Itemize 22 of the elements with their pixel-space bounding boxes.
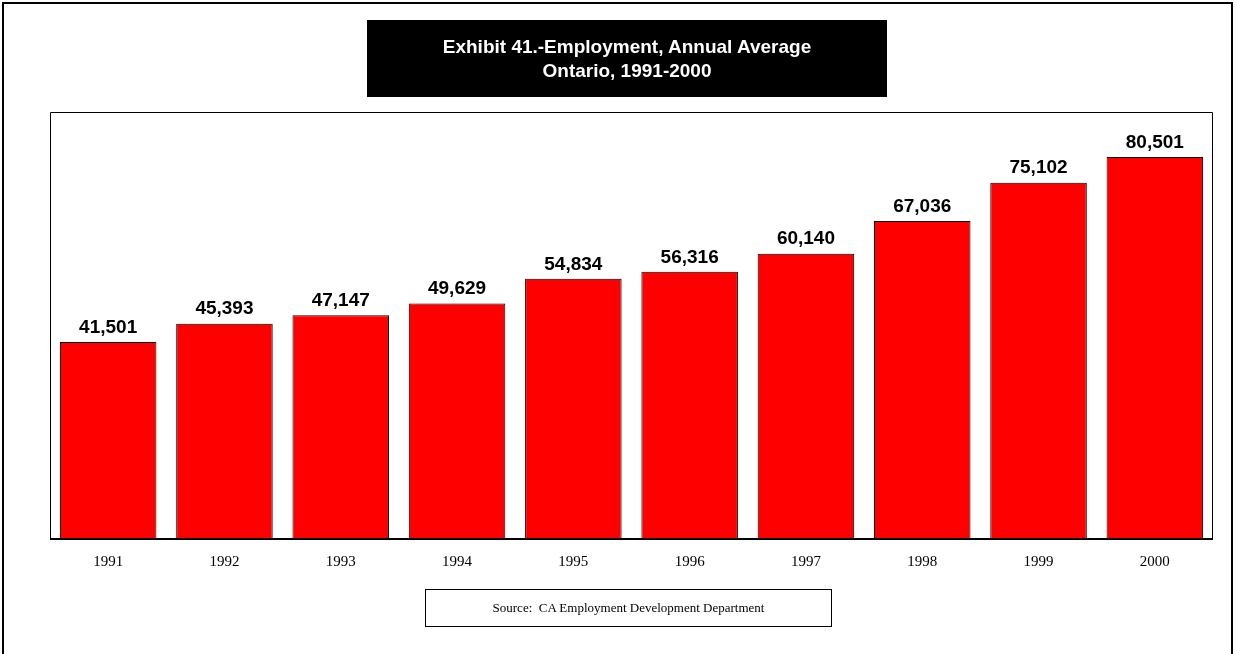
x-tick-label: 1998	[907, 552, 938, 569]
data-label: 47,147	[311, 289, 370, 311]
x-tick-label: 1996	[674, 552, 706, 569]
source-note: Source: CA Employment Development Department	[425, 589, 832, 627]
data-label: 75,102	[1009, 156, 1068, 178]
x-tick-label: 1992	[209, 552, 240, 569]
x-tick-label: 1991	[93, 552, 124, 569]
data-label: 60,140	[776, 227, 836, 249]
data-label: 54,834	[544, 252, 603, 274]
x-tick-label: 1993	[325, 552, 356, 569]
data-label: 67,036	[893, 194, 952, 216]
x-tick-label: 1994	[442, 552, 473, 569]
x-tick-label: 1999	[1023, 552, 1054, 569]
x-tick-label: 2000	[1139, 552, 1170, 569]
x-tick-label: 1997	[790, 552, 822, 569]
chart-title: Exhibit 41.-Employment, Annual Average Ontario, 1991-2000	[367, 20, 887, 97]
data-label: 41,501	[79, 315, 138, 337]
x-tick-label: 1995	[558, 552, 589, 569]
data-label: 49,629	[427, 277, 487, 299]
data-label: 45,393	[195, 297, 254, 319]
data-label: 80,501	[1125, 130, 1185, 152]
data-label: 56,316	[660, 245, 719, 267]
